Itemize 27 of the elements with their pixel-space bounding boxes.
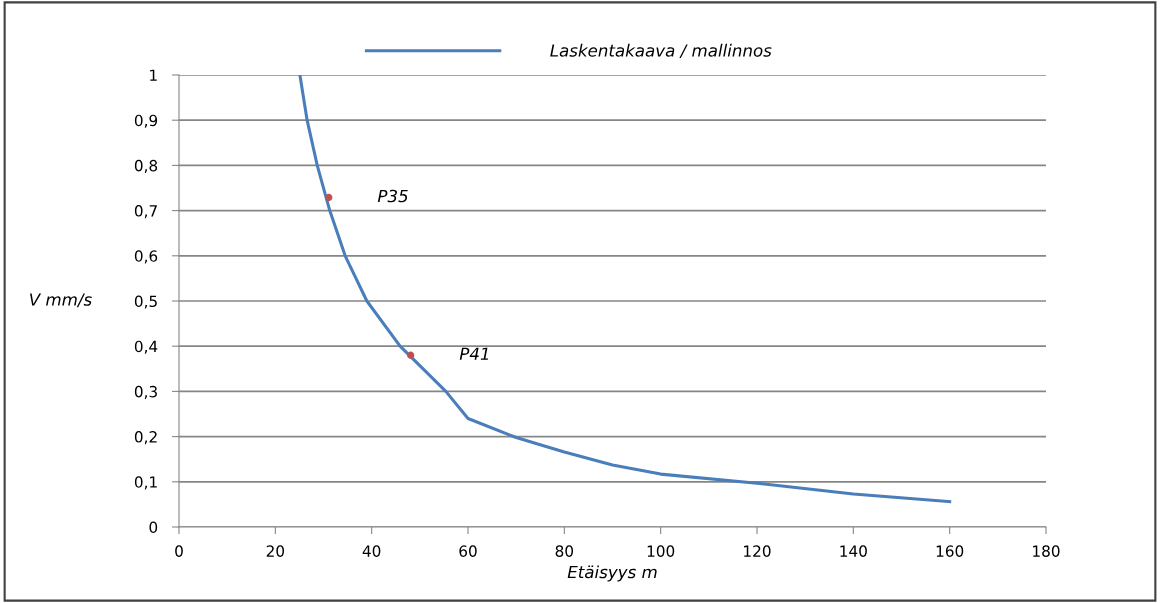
x-tick-label: 20 [266, 545, 285, 557]
y-tick-label: 0 [149, 521, 158, 534]
x-tick-label: 140 [840, 545, 867, 557]
y-tick-label: 0,6 [134, 250, 158, 264]
y-tick-label: 0,4 [134, 340, 158, 354]
y-tick-label: 0,1 [134, 476, 157, 490]
x-tick-label: 60 [459, 545, 477, 557]
y-tick-label: 0,9 [134, 114, 158, 128]
annotation: P35 [377, 189, 408, 203]
x-tick-label: 0 [175, 545, 183, 557]
annotation: P41 [459, 347, 489, 360]
x-tick-label: 100 [647, 545, 675, 557]
text: Laskentakaava / mallinnos [550, 43, 772, 59]
y-tick-label: 1 [150, 69, 157, 81]
y-tick-label: 0,3 [134, 385, 157, 399]
x-tick-label: 180 [1033, 545, 1060, 557]
x-tick-label: 120 [744, 545, 771, 557]
x-tick-label: 80 [555, 545, 574, 557]
x-axis-title: Etäisyys m [567, 565, 657, 582]
y-tick-label: 0,7 [134, 205, 157, 219]
y-axis-title: V mm/s [30, 293, 92, 308]
y-tick-label: 0,8 [134, 159, 158, 173]
y-tick-label: 0,5 [134, 295, 157, 309]
y-tick-label: 0,2 [134, 431, 157, 445]
x-tick-label: 40 [362, 545, 381, 557]
line-series [298, 75, 952, 504]
x-tick-label: 160 [936, 545, 964, 557]
